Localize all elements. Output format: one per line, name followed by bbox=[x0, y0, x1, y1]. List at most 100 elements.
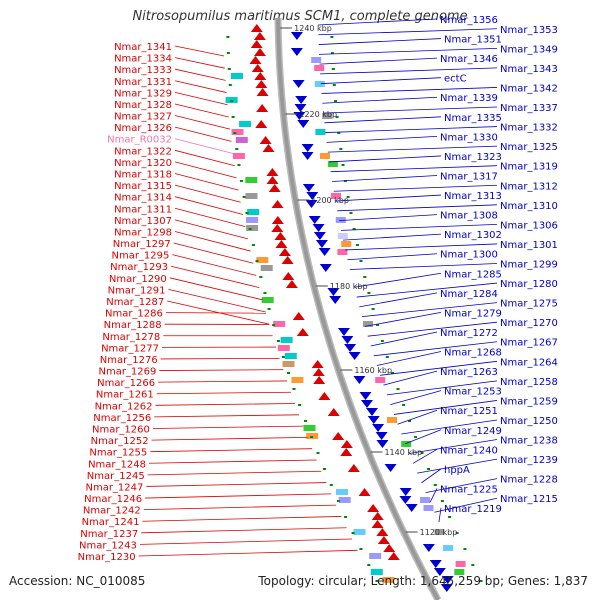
gene-label-left: Nmar_1291 bbox=[108, 285, 166, 296]
label-connector bbox=[174, 91, 228, 106]
reverse-gene-arrow bbox=[348, 352, 361, 360]
map-title: Nitrosopumilus maritimus SCM1, complete … bbox=[132, 9, 468, 24]
label-connector bbox=[318, 28, 498, 36]
reverse-gene-arrow bbox=[292, 80, 305, 88]
label-connector bbox=[362, 302, 498, 318]
ring-tick bbox=[420, 452, 424, 454]
function-block bbox=[246, 225, 259, 231]
function-block bbox=[337, 249, 348, 255]
gene-label-left: Nmar_1248 bbox=[88, 459, 146, 470]
label-connector bbox=[333, 184, 498, 192]
forward-gene-arrow bbox=[251, 64, 264, 72]
ring-tick bbox=[228, 84, 232, 86]
forward-gene-arrow bbox=[371, 520, 384, 528]
gene-label-left: Nmar_1243 bbox=[79, 540, 137, 551]
gene-label-left: Nmar_1297 bbox=[113, 239, 171, 250]
reverse-gene-arrow bbox=[341, 336, 354, 344]
ring-tick bbox=[226, 36, 230, 38]
gene-label-right: Nmar_1325 bbox=[500, 142, 558, 153]
reverse-gene-arrow bbox=[405, 504, 418, 512]
function-block bbox=[282, 361, 295, 367]
label-connector bbox=[159, 369, 284, 371]
gene-label-right: Nmar_1280 bbox=[500, 279, 558, 290]
function-block bbox=[420, 497, 430, 503]
label-connector bbox=[429, 488, 438, 503]
ring-tick bbox=[323, 468, 326, 470]
function-block bbox=[235, 137, 248, 143]
forward-gene-arrow bbox=[292, 312, 305, 320]
ring-tick bbox=[267, 308, 271, 310]
function-block bbox=[320, 153, 330, 159]
ring-tick bbox=[259, 276, 263, 278]
label-connector bbox=[401, 419, 498, 435]
label-connector bbox=[174, 68, 226, 81]
forward-gene-arrow bbox=[376, 528, 389, 536]
gene-label-right: Nmar_1272 bbox=[440, 328, 498, 339]
label-connector bbox=[409, 439, 498, 454]
forward-gene-arrow bbox=[262, 144, 275, 152]
gene-label-right: Nmar_1346 bbox=[440, 54, 498, 65]
gene-label-left: Nmar_1329 bbox=[114, 88, 172, 99]
ring-tick bbox=[336, 500, 340, 502]
label-connector bbox=[386, 380, 498, 396]
forward-gene-arrow bbox=[255, 120, 268, 128]
ring-tick bbox=[351, 532, 355, 534]
reverse-gene-arrow bbox=[360, 400, 373, 408]
ring-tick bbox=[332, 84, 336, 86]
gene-label-right: Nmar_1225 bbox=[440, 484, 498, 495]
gene-label-left: Nmar_1315 bbox=[114, 181, 172, 192]
reverse-gene-arrow bbox=[305, 200, 318, 208]
gene-label-left: Nmar_1320 bbox=[114, 158, 172, 169]
gene-label-left: Nmar_1262 bbox=[95, 401, 153, 412]
label-connector bbox=[142, 516, 342, 522]
backbone-arc bbox=[276, 17, 440, 600]
label-connector bbox=[174, 103, 229, 118]
gene-label-left: Nmar_1247 bbox=[85, 482, 143, 493]
ring-tick bbox=[448, 516, 452, 518]
gene-label-right: Nmar_1219 bbox=[444, 504, 502, 515]
forward-gene-arrow bbox=[275, 240, 288, 248]
gene-label-right: Nmar_1339 bbox=[440, 93, 498, 104]
label-connector bbox=[169, 277, 263, 301]
forward-gene-arrow bbox=[271, 200, 284, 208]
label-connector bbox=[405, 429, 442, 445]
gene-label-right: Nmar_1238 bbox=[500, 436, 558, 447]
scale-label: 1180 kbp bbox=[330, 282, 368, 291]
gene-label-right: Nmar_1310 bbox=[500, 201, 558, 212]
gene-label-left: Nmar_1334 bbox=[114, 54, 172, 65]
scale-label: 1200 kbp bbox=[311, 196, 349, 205]
ring-tick bbox=[292, 388, 296, 390]
ring-tick bbox=[463, 548, 467, 550]
label-connector bbox=[324, 116, 442, 124]
label-connector bbox=[339, 214, 438, 221]
reverse-gene-arrow bbox=[422, 544, 435, 552]
reverse-gene-arrow bbox=[372, 424, 385, 432]
gene-label-right: Nmar_1343 bbox=[500, 64, 558, 75]
reverse-gene-arrow bbox=[302, 184, 315, 192]
label-connector bbox=[359, 292, 438, 308]
gene-label-right: Nmar_1240 bbox=[440, 445, 498, 456]
gene-label-left: Nmar_1326 bbox=[114, 123, 172, 134]
gene-label-right: Nmar_1312 bbox=[500, 181, 558, 192]
gene-label-left: Nmar_1341 bbox=[114, 42, 172, 53]
function-block bbox=[231, 73, 243, 79]
reverse-gene-arrow bbox=[319, 264, 332, 272]
reverse-gene-arrow bbox=[375, 432, 388, 440]
label-connector bbox=[364, 312, 442, 327]
gene-label-right: Nmar_1270 bbox=[500, 318, 558, 329]
reverse-gene-arrow bbox=[344, 344, 357, 352]
label-connector bbox=[172, 254, 257, 276]
function-block bbox=[455, 561, 466, 567]
forward-gene-arrow bbox=[285, 280, 298, 288]
ring-tick bbox=[355, 244, 359, 246]
reverse-gene-arrow bbox=[290, 48, 303, 56]
reverse-gene-arrow bbox=[301, 144, 314, 152]
forward-gene-arrow bbox=[282, 272, 295, 280]
label-connector bbox=[370, 331, 438, 347]
ring-tick bbox=[352, 228, 356, 230]
label-connector bbox=[174, 161, 237, 179]
gene-label-right: Nmar_1356 bbox=[440, 15, 498, 26]
label-connector bbox=[376, 351, 442, 366]
ring-tick bbox=[367, 292, 371, 294]
ring-tick bbox=[335, 116, 339, 118]
